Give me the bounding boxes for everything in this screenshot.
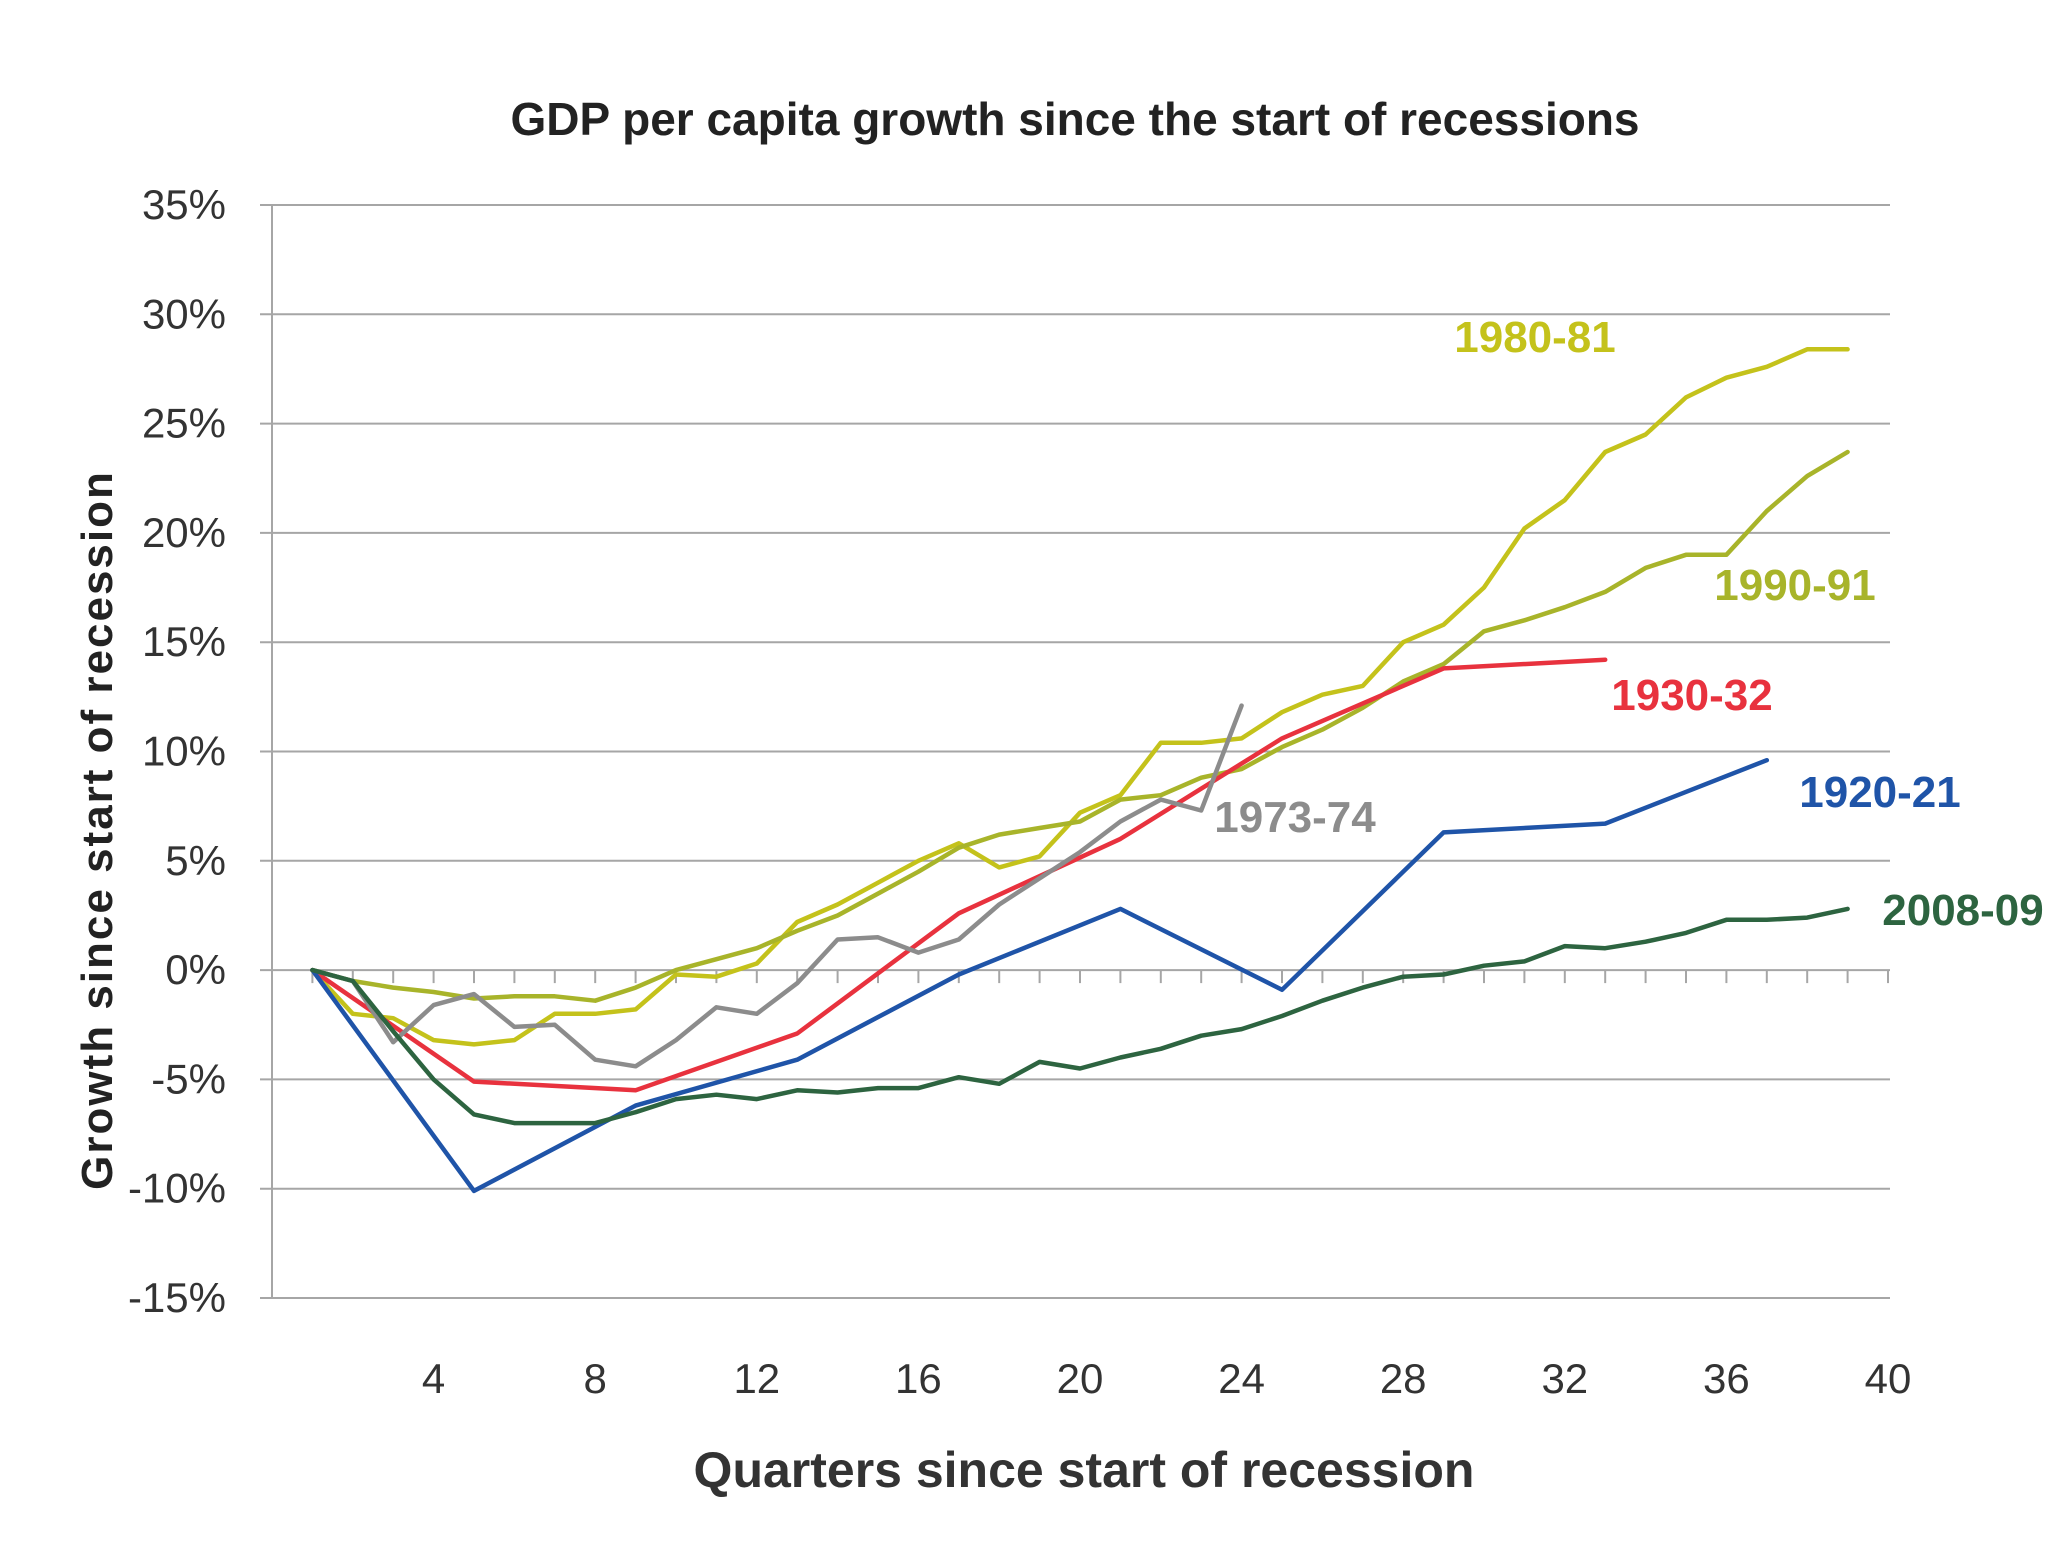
series-lines <box>310 347 1850 1194</box>
series-label-2008-09: 2008-09 <box>1882 886 2043 935</box>
y-tick-label: 35% <box>142 181 226 228</box>
y-tick-label: 5% <box>165 837 226 884</box>
x-tick-label: 16 <box>895 1355 942 1402</box>
gridlines <box>260 204 1890 1299</box>
series-line-1990-91 <box>310 449 1850 1003</box>
series-label-1930-32: 1930-32 <box>1611 671 1772 720</box>
x-tick-label: 40 <box>1865 1355 1912 1402</box>
y-tick-label: 0% <box>165 946 226 993</box>
series-label-1990-91: 1990-91 <box>1714 561 1875 610</box>
series-line-1930-32 <box>310 657 1608 1093</box>
y-tick-label: 25% <box>142 400 226 447</box>
y-tick-label: 20% <box>142 509 226 556</box>
series-label-1980-81: 1980-81 <box>1454 313 1615 362</box>
y-tick-label: -15% <box>128 1274 226 1321</box>
x-tick-label: 36 <box>1703 1355 1750 1402</box>
series-label-1973-74: 1973-74 <box>1214 793 1376 842</box>
y-tick-label: -10% <box>128 1165 226 1212</box>
series-line-2008-09 <box>310 906 1850 1126</box>
series-line-1920-21 <box>310 757 1770 1194</box>
axes: -15% -10% -5% 0% 5% 10% 15% 20% 25% 30% 35% 4 8 12 16 2… <box>128 181 1911 1402</box>
x-axis-title: Quarters since start of recession <box>694 1442 1475 1498</box>
x-tick-label: 32 <box>1541 1355 1588 1402</box>
x-tick-label: 24 <box>1218 1355 1265 1402</box>
x-tick-label: 12 <box>733 1355 780 1402</box>
x-tick-label: 4 <box>422 1355 445 1402</box>
x-tick-label: 28 <box>1380 1355 1427 1402</box>
x-tick-label: 8 <box>584 1355 607 1402</box>
series-line-1980-81 <box>310 347 1850 1047</box>
y-tick-label: -5% <box>151 1055 226 1102</box>
x-tick-label: 20 <box>1057 1355 1104 1402</box>
series-line-1973-74 <box>310 703 1244 1069</box>
chart-title: GDP per capita growth since the start of… <box>510 93 1639 145</box>
y-axis-title: Growth since start of recession <box>73 470 122 1190</box>
y-tick-label: 10% <box>142 728 226 775</box>
series-labels: 1980-81 1990-91 1930-32 1973-74 1920-21 2008-… <box>1214 313 2043 935</box>
y-tick-label: 30% <box>142 290 226 337</box>
series-label-1920-21: 1920-21 <box>1799 768 1960 817</box>
y-tick-label: 15% <box>142 618 226 665</box>
